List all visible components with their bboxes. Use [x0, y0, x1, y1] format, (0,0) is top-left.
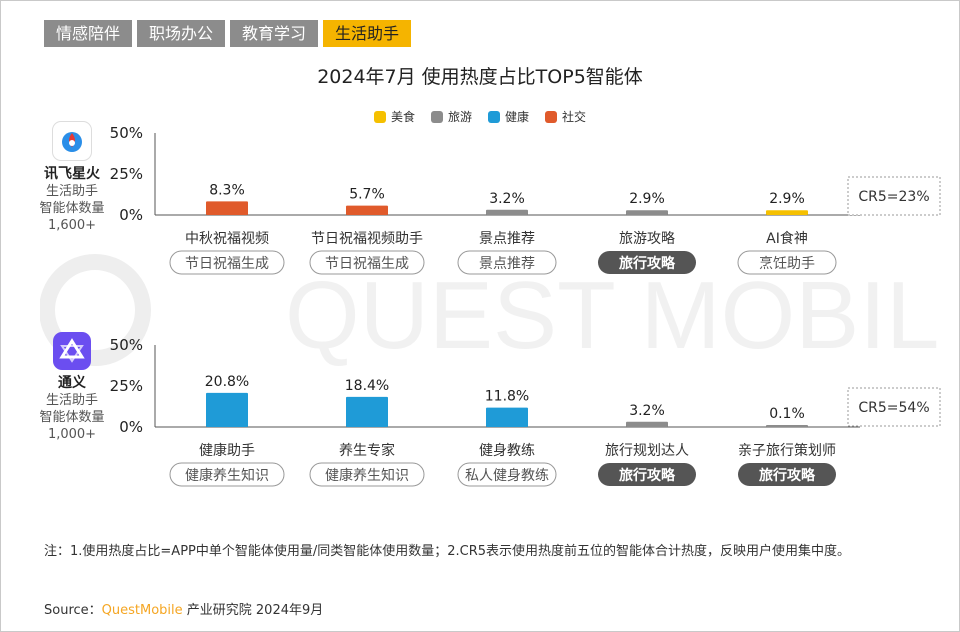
legend-item-travel: 旅游 [430, 108, 472, 125]
app-sub-line-1: 生活助手 [45, 393, 98, 408]
tag-label: 旅行攻略 [619, 467, 676, 484]
legend-swatch-travel [430, 110, 443, 123]
cr5-box [847, 176, 941, 216]
category-tabs: 情感陪伴 职场办公 教育学习 生活助手 [44, 20, 412, 47]
bar [766, 425, 808, 427]
y-tick-label: 0% [119, 206, 143, 224]
legend-swatch-social [545, 110, 558, 123]
tongyi-icon [53, 332, 91, 370]
data-label: 20.8% [205, 374, 249, 390]
legend-item-social: 社交 [545, 108, 586, 125]
bar [206, 201, 248, 215]
x-tick-label: 中秋祝福视频 [185, 231, 269, 247]
data-label: 18.4% [345, 378, 389, 394]
x-tick-label: 养生专家 [339, 442, 395, 459]
app-panel-xunfei: 讯飞星火 生活助手 智能体数量 1,600+ [22, 121, 122, 234]
cr5-box [847, 387, 941, 427]
tag-label: 烹饪助手 [759, 255, 815, 272]
source-suffix: 产业研究院 2024年9月 [182, 603, 324, 618]
app-sub-line-2: 智能体数量 [39, 201, 105, 216]
app-sub-line-1: 生活助手 [45, 184, 98, 199]
bar [206, 392, 248, 427]
legend-label-travel: 旅游 [447, 110, 472, 124]
cr5-label: CR5=54% [858, 400, 929, 416]
bar [626, 421, 668, 427]
tab-emotional-companion[interactable]: 情感陪伴 [44, 20, 133, 47]
tag-pill [309, 250, 425, 275]
tag-label: 私人健身教练 [465, 468, 549, 484]
tag-pill [738, 463, 836, 486]
x-tick-label: 健身教练 [479, 443, 535, 459]
tag-pill [169, 250, 285, 275]
tag-label: 节日祝福生成 [185, 256, 269, 272]
chart-title: 2024年7月 使用热度占比TOP5智能体 [317, 66, 643, 88]
xunfei-spark-icon [52, 121, 92, 161]
tag-label: 旅行攻略 [759, 467, 816, 484]
tag-pill [598, 463, 696, 486]
app-sub-line-3: 1,600+ [47, 218, 97, 233]
footnote: 注：1.使用热度占比=APP中单个智能体使用量/同类智能体使用数量；2.CR5表… [44, 544, 851, 559]
tag-label: 健康养生知识 [185, 467, 269, 484]
data-label: 5.7% [349, 187, 385, 203]
bar [626, 210, 668, 215]
data-label: 2.9% [769, 191, 805, 207]
y-tick-label: 25% [110, 165, 143, 183]
tab-life-assistant[interactable]: 生活助手 [323, 20, 412, 47]
bar [486, 209, 528, 215]
legend-label-health: 健康 [505, 110, 530, 124]
data-label: 3.2% [629, 403, 665, 419]
tag-label: 景点推荐 [479, 256, 535, 272]
app-sub-line-3: 1,000+ [47, 427, 97, 442]
x-tick-label: 亲子旅行策划师 [738, 442, 836, 459]
tag-pill [598, 251, 696, 274]
tag-pill [457, 250, 557, 275]
legend-swatch-health [488, 110, 500, 123]
x-tick-label: 景点推荐 [479, 231, 535, 247]
app-sub-line-2: 智能体数量 [39, 410, 105, 425]
tag-label: 节日祝福生成 [325, 256, 409, 272]
legend-item-food: 美食 [373, 108, 415, 125]
tag-pill [309, 462, 425, 487]
x-tick-label: AI食神 [766, 230, 808, 247]
legend-label-social: 社交 [562, 110, 587, 124]
tag-pill [457, 462, 557, 487]
bar [766, 210, 808, 215]
bar [346, 396, 388, 427]
source-line: Source：QuestMobile 产业研究院 2024年9月 [44, 599, 323, 618]
x-tick-label: 节日祝福视频助手 [311, 231, 423, 247]
legend-label-food: 美食 [390, 110, 415, 124]
y-tick-label: 50% [110, 336, 143, 354]
tag-pill [737, 250, 837, 275]
x-tick-label: 旅行规划达人 [605, 443, 689, 459]
source-prefix: Source： [44, 603, 102, 618]
legend-item-health: 健康 [488, 108, 529, 125]
cr5-label: CR5=23% [858, 189, 929, 205]
legend-swatch-food [373, 110, 386, 123]
x-tick-label: 旅游攻略 [619, 231, 675, 247]
y-tick-label: 25% [110, 377, 143, 395]
y-tick-label: 0% [119, 418, 143, 436]
tab-education-learning[interactable]: 教育学习 [230, 20, 319, 47]
chart-legend: 美食 旅游 健康 社交 [0, 108, 960, 125]
data-label: 2.9% [629, 191, 665, 207]
source-brand: QuestMobile [101, 603, 183, 618]
app-name-xunfei: 讯飞星火 [44, 166, 100, 182]
x-tick-label: 健康助手 [199, 442, 255, 459]
data-label: 8.3% [209, 182, 245, 198]
data-label: 0.1% [769, 406, 805, 422]
app-panel-tongyi: 通义 生活助手 智能体数量 1,000+ [22, 332, 122, 443]
tab-workplace-office[interactable]: 职场办公 [137, 20, 226, 47]
tag-label: 健康养生知识 [325, 467, 409, 484]
y-tick-label: 50% [110, 124, 143, 142]
app-name-tongyi: 通义 [58, 375, 86, 391]
bar [346, 205, 388, 215]
data-label: 3.2% [489, 191, 525, 207]
data-label: 11.8% [485, 389, 529, 405]
tag-label: 旅行攻略 [619, 255, 676, 272]
bar [486, 407, 528, 427]
tag-pill [169, 462, 285, 487]
